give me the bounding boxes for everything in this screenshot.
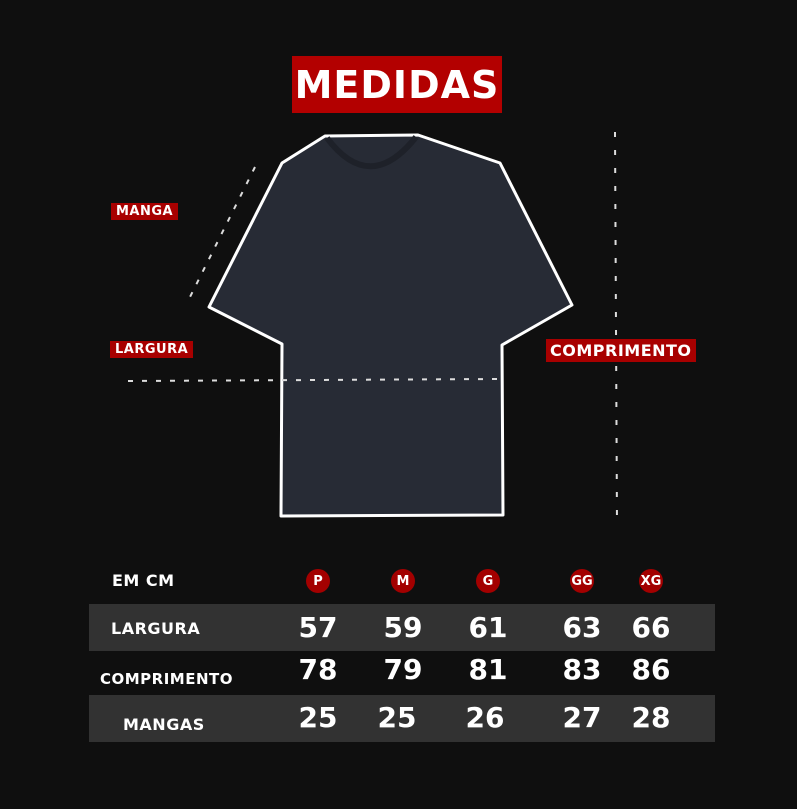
size-badge-g: G [476, 569, 500, 593]
comprimento-measure-line [614, 131, 618, 527]
tshirt-diagram [127, 131, 618, 527]
cell: 28 [631, 701, 671, 734]
tshirt-shape [207, 133, 574, 518]
cell: 86 [631, 653, 671, 686]
cell: 66 [631, 611, 671, 644]
largura-measure-line [127, 378, 499, 382]
cell: 57 [298, 611, 338, 644]
cell: 26 [465, 701, 505, 734]
cell: 25 [377, 701, 417, 734]
largura-label: LARGURA [110, 341, 194, 358]
size-badge-xg: XG [639, 569, 663, 593]
unit-label: EM CM [112, 571, 175, 590]
size-badge-gg: GG [570, 569, 594, 593]
table-row-mangas [89, 695, 715, 742]
cell: 81 [468, 653, 508, 686]
manga-label: MANGA [111, 203, 179, 220]
cell: 63 [562, 611, 602, 644]
cell: 83 [562, 653, 602, 686]
row-label: LARGURA [111, 619, 201, 638]
cell: 79 [383, 653, 423, 686]
table-row-largura [89, 604, 715, 651]
cell: 61 [468, 611, 508, 644]
size-badge-m: M [391, 569, 415, 593]
cell: 59 [383, 611, 423, 644]
row-label: COMPRIMENTO [100, 670, 234, 688]
cell: 25 [298, 701, 338, 734]
size-badge-p: P [306, 569, 330, 593]
row-label: MANGAS [123, 715, 205, 734]
cell: 78 [298, 653, 338, 686]
comprimento-label: COMPRIMENTO [546, 339, 696, 362]
cell: 27 [562, 701, 602, 734]
manga-measure-line [189, 166, 256, 298]
page-title: MEDIDAS [292, 56, 502, 113]
collar [324, 135, 419, 170]
